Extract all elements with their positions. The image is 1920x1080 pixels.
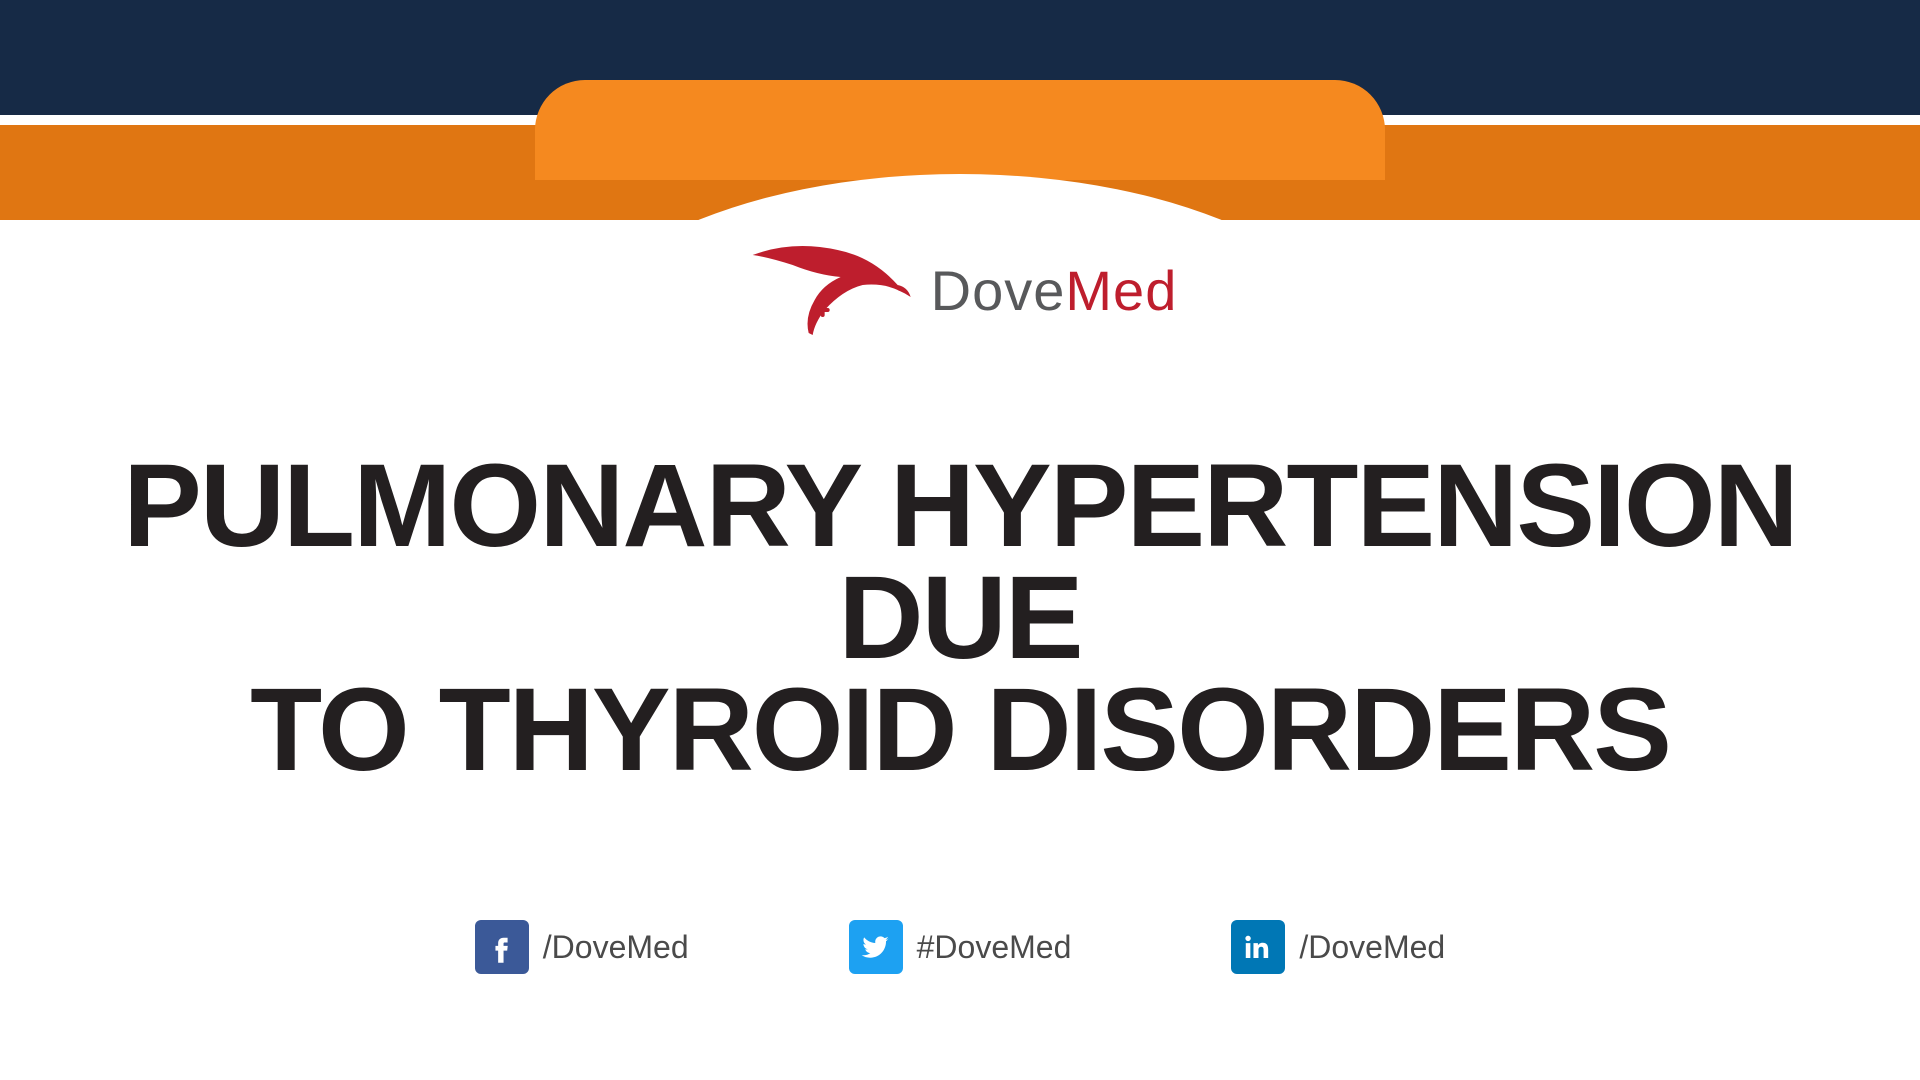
- brand-logo: DoveMed: [743, 235, 1178, 345]
- linkedin-icon: [1231, 920, 1285, 974]
- brand-text: DoveMed: [931, 258, 1178, 323]
- social-row: /DoveMed #DoveMed /DoveMed: [0, 920, 1920, 974]
- page-title: PULMONARY HYPERTENSION DUE TO THYROID DI…: [0, 450, 1920, 786]
- social-linkedin[interactable]: /DoveMed: [1231, 920, 1445, 974]
- title-line-2: TO THYROID DISORDERS: [0, 674, 1920, 786]
- social-twitter-handle: #DoveMed: [917, 929, 1072, 966]
- facebook-icon: [475, 920, 529, 974]
- twitter-icon: [849, 920, 903, 974]
- social-facebook[interactable]: /DoveMed: [475, 920, 689, 974]
- brand-text-right: Med: [1065, 259, 1177, 322]
- social-linkedin-handle: /DoveMed: [1299, 929, 1445, 966]
- title-line-1: PULMONARY HYPERTENSION DUE: [0, 450, 1920, 674]
- social-facebook-handle: /DoveMed: [543, 929, 689, 966]
- social-twitter[interactable]: #DoveMed: [849, 920, 1072, 974]
- dove-icon: [743, 235, 913, 345]
- brand-text-left: Dove: [931, 259, 1066, 322]
- orange-tab: [535, 80, 1385, 180]
